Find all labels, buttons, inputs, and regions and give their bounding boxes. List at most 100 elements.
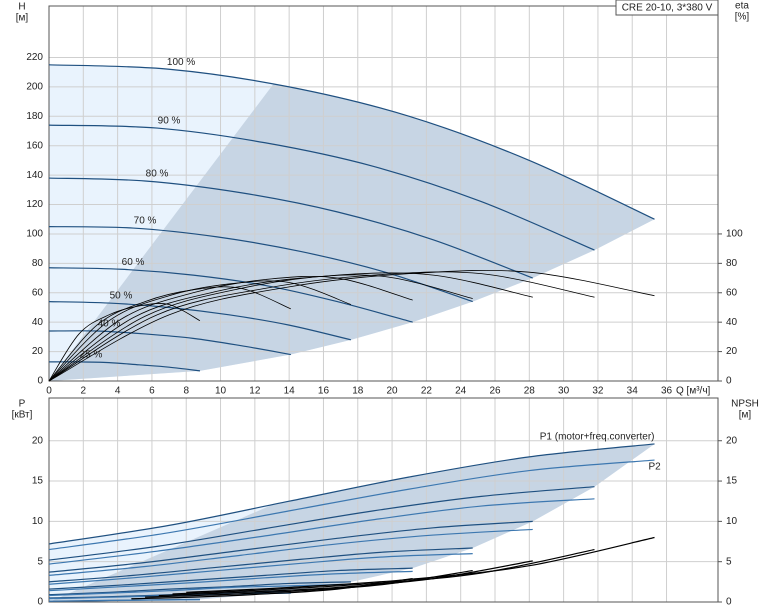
x-tick-label: 4 bbox=[115, 386, 121, 397]
x-tick-label: 20 bbox=[387, 386, 399, 397]
curve bbox=[48, 124, 595, 251]
y-tick-label: 140 bbox=[26, 170, 43, 181]
curve-label: 60 % bbox=[122, 257, 145, 268]
curve bbox=[48, 267, 413, 323]
curve bbox=[48, 581, 351, 596]
curve bbox=[48, 300, 352, 341]
curve-label: 80 % bbox=[146, 169, 169, 180]
x-tick-label: 18 bbox=[352, 386, 364, 397]
x-tick-label: 14 bbox=[284, 386, 296, 397]
y-tick-label: 200 bbox=[26, 82, 43, 93]
y-tick-label: 100 bbox=[26, 229, 43, 240]
y-tick-label: 0 bbox=[37, 597, 43, 608]
y-tick-label: 120 bbox=[26, 199, 43, 210]
secondary-curve bbox=[48, 286, 292, 382]
secondary-curve bbox=[48, 275, 413, 382]
y2-tick-label: 60 bbox=[726, 287, 738, 298]
curve bbox=[48, 498, 595, 565]
y-tick-label: 10 bbox=[32, 516, 44, 527]
x-tick-label: 36 bbox=[661, 386, 673, 397]
y2-tick-label: 20 bbox=[726, 346, 738, 357]
x-tick-label: 12 bbox=[249, 386, 261, 397]
y-tick-label: 60 bbox=[32, 287, 44, 298]
y2-tick-label: 80 bbox=[726, 258, 738, 269]
y2-axis-unit: [%] bbox=[735, 12, 750, 23]
y2-tick-label: 10 bbox=[726, 516, 738, 527]
secondary-curve bbox=[48, 274, 473, 382]
plot-frame bbox=[48, 5, 719, 382]
y2-axis-label: NPSH bbox=[731, 399, 759, 410]
y-tick-label: 40 bbox=[32, 317, 44, 328]
x-tick-label: 2 bbox=[81, 386, 87, 397]
x-tick-label: 24 bbox=[455, 386, 467, 397]
y-axis-label: H bbox=[18, 2, 25, 13]
curve bbox=[48, 330, 291, 356]
title-box bbox=[615, 0, 719, 16]
secondary-curve bbox=[131, 578, 413, 600]
curve bbox=[48, 553, 473, 585]
y-axis-label: P bbox=[19, 399, 26, 410]
secondary-curve bbox=[145, 569, 473, 598]
curve bbox=[48, 547, 473, 583]
curve bbox=[48, 459, 655, 551]
curve bbox=[48, 528, 533, 576]
curve bbox=[48, 443, 655, 545]
y-tick-label: 20 bbox=[32, 346, 44, 357]
y-axis-unit: [м] bbox=[16, 13, 29, 24]
x-tick-label: 26 bbox=[489, 386, 501, 397]
chart-title: CRE 20-10, 3*380 V bbox=[622, 3, 713, 14]
y2-tick-label: 15 bbox=[726, 476, 738, 487]
x-axis-label: Q [м³/ч] bbox=[676, 386, 711, 397]
y2-axis-unit: [м] bbox=[739, 410, 752, 421]
curve bbox=[48, 583, 351, 597]
x-tick-label: 30 bbox=[558, 386, 570, 397]
y-axis-unit: [кВт] bbox=[12, 410, 33, 421]
curve bbox=[48, 599, 200, 602]
y-tick-label: 80 bbox=[32, 258, 44, 269]
x-tick-label: 8 bbox=[183, 386, 189, 397]
secondary-curve bbox=[48, 303, 201, 382]
curve-label: 40 % bbox=[98, 319, 121, 330]
y2-tick-label: 40 bbox=[726, 317, 738, 328]
y-tick-label: 220 bbox=[26, 52, 43, 63]
curve bbox=[48, 486, 595, 561]
y2-tick-label: 0 bbox=[726, 376, 732, 387]
curve bbox=[48, 570, 413, 592]
x-tick-label: 28 bbox=[524, 386, 536, 397]
curve-label: P2 bbox=[649, 462, 662, 473]
x-tick-label: 32 bbox=[592, 386, 604, 397]
secondary-curve bbox=[172, 549, 595, 595]
curve-label: P1 (motor+freq.converter) bbox=[540, 432, 655, 443]
y2-tick-label: 20 bbox=[726, 435, 738, 446]
curve bbox=[48, 177, 533, 279]
y-tick-label: 0 bbox=[37, 376, 43, 387]
curve-label: 100 % bbox=[167, 57, 195, 68]
curve bbox=[48, 64, 655, 220]
curve bbox=[48, 361, 201, 372]
plot-frame bbox=[48, 397, 719, 603]
x-tick-label: 0 bbox=[46, 386, 52, 397]
y-tick-label: 15 bbox=[32, 476, 44, 487]
x-tick-label: 22 bbox=[421, 386, 433, 397]
curve bbox=[48, 520, 533, 573]
x-tick-label: 34 bbox=[627, 386, 639, 397]
secondary-curve bbox=[158, 560, 533, 597]
y2-tick-label: 5 bbox=[726, 556, 732, 567]
operating-range bbox=[49, 83, 655, 381]
curve bbox=[48, 567, 413, 590]
x-tick-label: 10 bbox=[215, 386, 227, 397]
y2-tick-label: 0 bbox=[726, 597, 732, 608]
curve-label: 25 % bbox=[80, 350, 103, 361]
curve-label: 70 % bbox=[134, 216, 157, 227]
y-tick-label: 160 bbox=[26, 140, 43, 151]
secondary-curve bbox=[48, 272, 533, 382]
x-tick-label: 16 bbox=[318, 386, 330, 397]
curve-label: 90 % bbox=[158, 116, 181, 127]
x-tick-label: 6 bbox=[149, 386, 155, 397]
y2-axis-label: eta bbox=[735, 1, 749, 12]
secondary-curve bbox=[48, 271, 595, 382]
curve-label: 50 % bbox=[110, 291, 133, 302]
y2-tick-label: 100 bbox=[726, 229, 743, 240]
y-tick-label: 180 bbox=[26, 111, 43, 122]
